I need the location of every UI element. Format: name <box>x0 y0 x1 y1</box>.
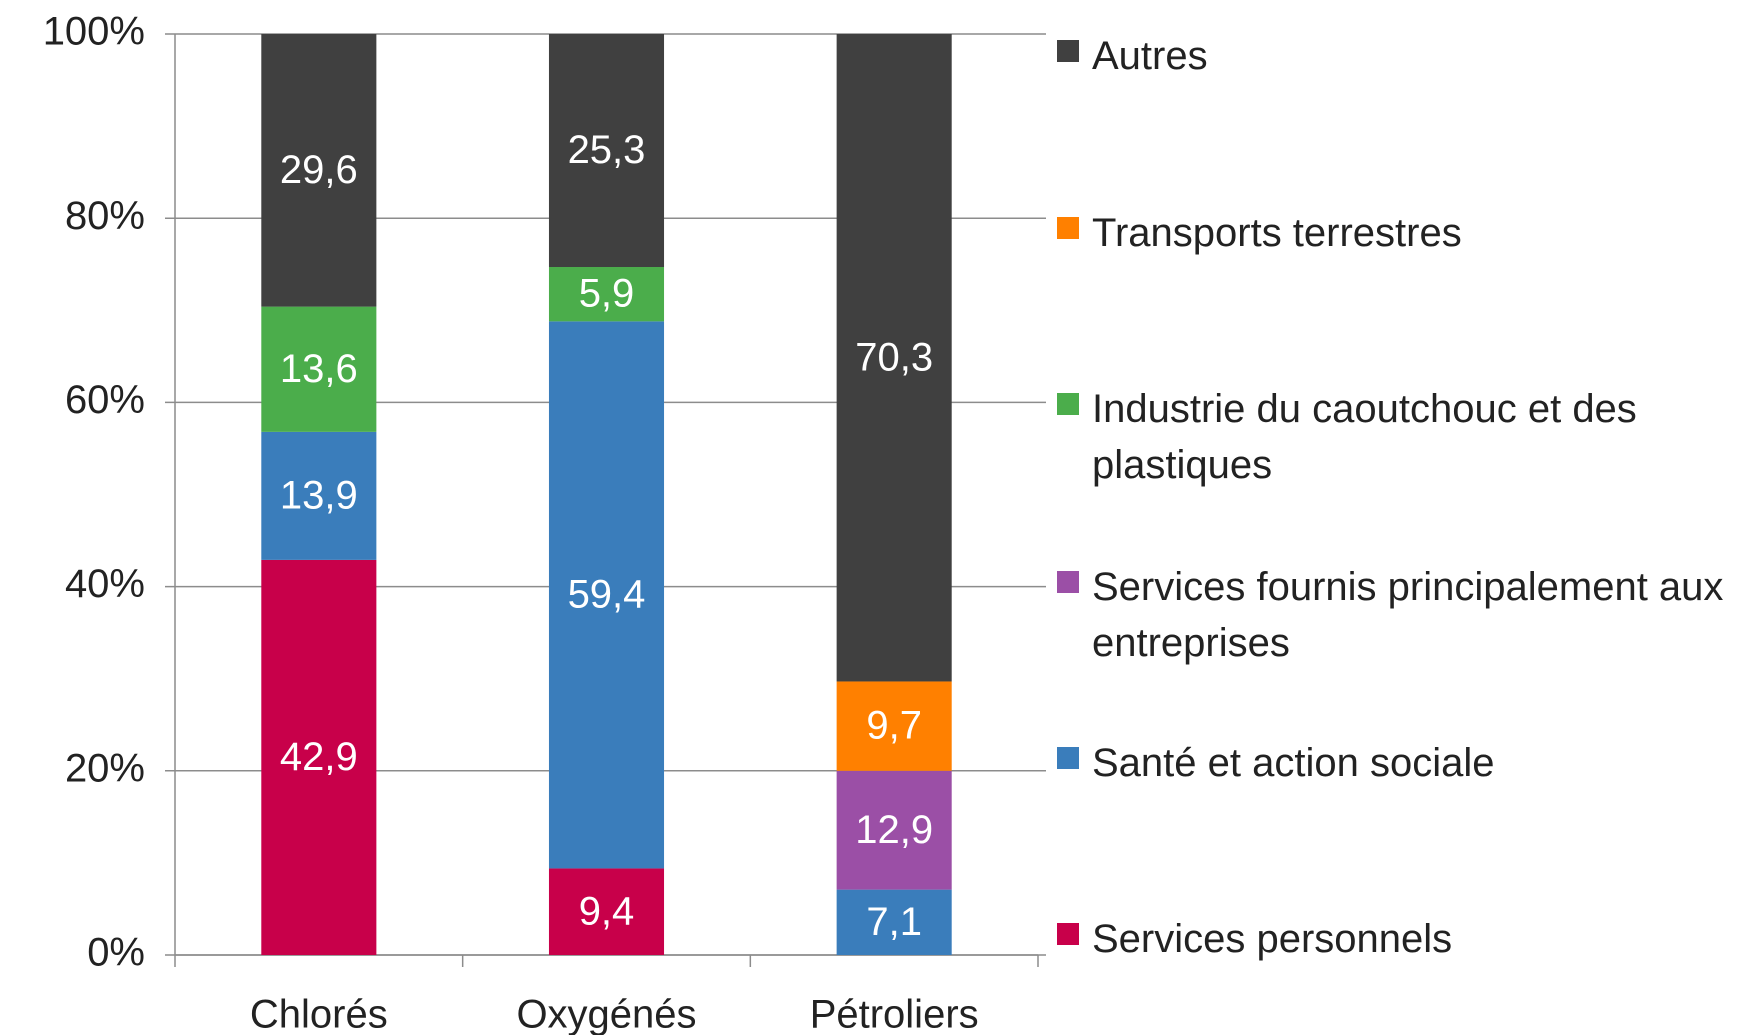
bar-segment <box>548 34 665 268</box>
data-label: 7,1 <box>866 900 922 944</box>
legend-item: Services personnels <box>1057 911 1757 967</box>
data-label: 9,7 <box>866 704 922 748</box>
y-tick-label: 60% <box>65 378 145 422</box>
data-label: 59,4 <box>568 572 646 616</box>
data-label: 12,9 <box>855 808 933 852</box>
x-tick-label: Pétroliers <box>810 993 979 1035</box>
bar-segment <box>836 889 952 955</box>
bar-segment <box>548 267 665 322</box>
legend-swatch <box>1057 923 1079 945</box>
bar-segment <box>261 34 377 307</box>
data-label: 13,9 <box>280 473 358 517</box>
legend-label: Santé et action sociale <box>1092 741 1495 785</box>
legend-swatch <box>1057 393 1079 415</box>
bar-segment <box>836 34 952 682</box>
bar-segment <box>548 868 665 955</box>
data-label: 13,6 <box>280 347 358 391</box>
bar-segment <box>836 681 952 771</box>
legend-swatch <box>1057 571 1079 593</box>
data-label: 5,9 <box>579 272 635 316</box>
bar-segment <box>548 321 665 869</box>
y-tick-label: 20% <box>65 746 145 790</box>
legend-swatch <box>1057 40 1079 62</box>
legend-swatch <box>1057 747 1079 769</box>
data-label: 29,6 <box>280 148 358 192</box>
legend-label: Autres <box>1092 34 1208 78</box>
x-tick-label: Chlorés <box>250 993 388 1035</box>
data-label: 42,9 <box>280 735 358 779</box>
x-tick-label: Oxygénés <box>516 993 696 1035</box>
legend-item: Industrie du caoutchouc et des plastique… <box>1057 381 1757 493</box>
y-tick-label: 0% <box>87 931 145 975</box>
bar-segment <box>261 306 377 432</box>
y-tick-label: 100% <box>43 10 145 54</box>
legend-label: Services fournis principalement aux entr… <box>1092 565 1724 665</box>
legend-item: Transports terrestres <box>1057 205 1757 261</box>
bar-segment <box>261 431 377 560</box>
legend-swatch <box>1057 217 1079 239</box>
legend-label: Services personnels <box>1092 917 1453 961</box>
y-tick-label: 40% <box>65 562 145 606</box>
legend-label: Transports terrestres <box>1092 211 1462 255</box>
data-label: 25,3 <box>568 128 646 172</box>
bar-segment <box>836 770 952 890</box>
legend-item: Services fournis principalement aux entr… <box>1057 559 1757 671</box>
bar-segment <box>261 559 377 955</box>
legend-label: Industrie du caoutchouc et des plastique… <box>1092 387 1637 487</box>
legend-item: Autres <box>1057 28 1757 84</box>
data-label: 9,4 <box>579 889 635 933</box>
legend-item: Santé et action sociale <box>1057 735 1757 791</box>
data-label: 70,3 <box>855 335 933 379</box>
y-tick-label: 80% <box>65 194 145 238</box>
